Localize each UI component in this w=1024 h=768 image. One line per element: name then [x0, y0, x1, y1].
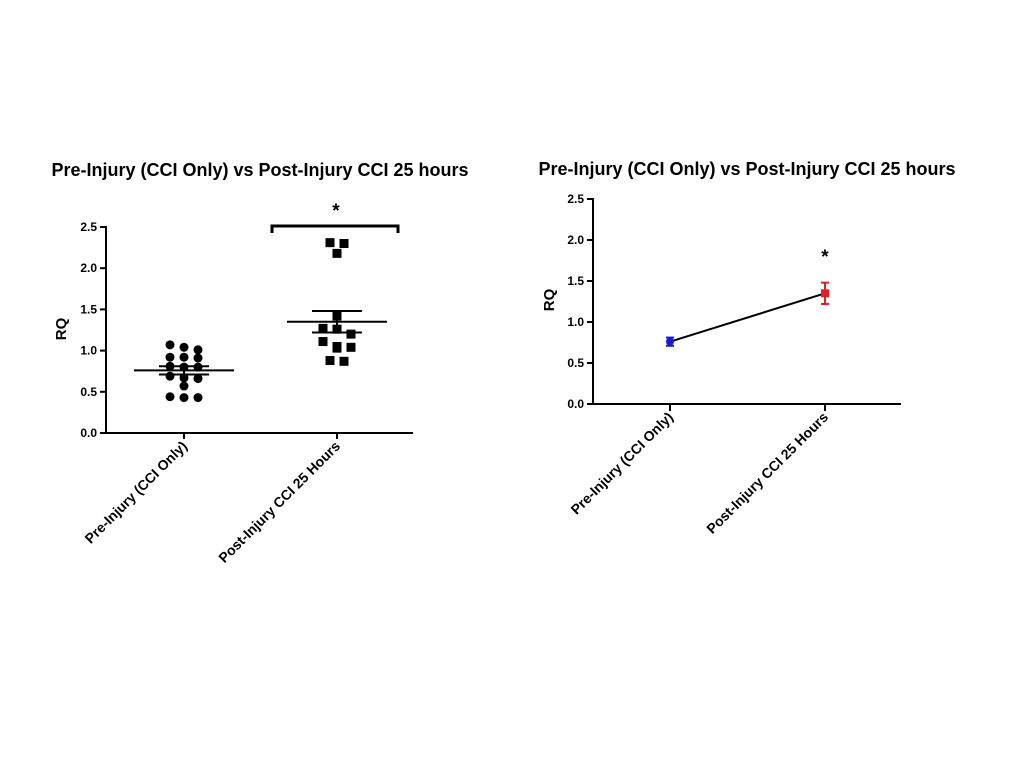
left-y-tick-label: 2.5 [80, 220, 97, 234]
left-data-point-post-injury [332, 343, 342, 353]
left-data-point-post-injury [325, 355, 335, 365]
left-y-tick-label: 1.0 [80, 344, 97, 358]
left-data-point-post-injury [318, 337, 328, 347]
right-y-tick-label: 2.5 [567, 192, 584, 206]
left-data-point-pre-injury [165, 352, 175, 362]
right-significance-star: * [821, 247, 829, 268]
left-y-axis-label: RQ [53, 317, 70, 340]
left-data-point-pre-injury [179, 373, 189, 383]
left-data-point-pre-injury [165, 340, 175, 350]
left-data-point-post-injury [339, 356, 349, 366]
left-category-label-post-injury: Post-Injury CCI 25 Hours [215, 438, 343, 566]
left-y-tick-label: 0.0 [80, 426, 97, 440]
left-data-point-pre-injury [193, 374, 203, 384]
right-chart-title: Pre-Injury (CCI Only) vs Post-Injury CCI… [538, 159, 955, 179]
right-y-tick-label: 1.0 [567, 315, 584, 329]
left-data-point-pre-injury [179, 393, 189, 403]
significance-bracket [270, 224, 400, 233]
right-category-label-pre-injury: Pre-Injury (CCI Only) [567, 409, 676, 518]
right-data-marks [666, 281, 829, 347]
right-y-tick-label: 1.5 [567, 274, 584, 288]
left-data-point-post-injury [332, 248, 342, 258]
left-y-tick-label: 2.0 [80, 261, 97, 275]
left-data-point-post-injury [346, 342, 356, 352]
left-category-label-pre-injury: Pre-Injury (CCI Only) [81, 438, 190, 547]
right-y-ticks: 0.0 0.5 1.0 1.5 2.0 2.5 [567, 192, 593, 411]
left-data-point-post-injury [346, 329, 356, 339]
left-data-point-pre-injury [193, 353, 203, 363]
left-data-point-pre-injury [193, 345, 203, 355]
left-data-marks [134, 238, 387, 403]
right-y-axis-label: RQ [541, 288, 558, 311]
left-y-ticks: 0.0 0.5 1.0 1.5 2.0 2.5 [80, 220, 106, 440]
left-data-point-pre-injury [179, 381, 189, 391]
right-y-tick-label: 0.5 [567, 356, 584, 370]
left-data-point-post-injury [318, 323, 328, 333]
left-data-point-pre-injury [165, 371, 175, 381]
dot-plot-panel: Pre-Injury (CCI Only) vs Post-Injury CCI… [51, 160, 468, 566]
left-data-point-pre-injury [179, 342, 189, 352]
right-y-tick-label: 0.0 [567, 397, 584, 411]
left-data-point-post-injury [339, 238, 349, 248]
mean-line-panel: Pre-Injury (CCI Only) vs Post-Injury CCI… [538, 159, 955, 537]
left-data-point-pre-injury [179, 352, 189, 362]
right-x-ticks [669, 404, 826, 411]
right-connecting-line [669, 292, 826, 343]
right-category-label-post-injury: Post-Injury CCI 25 Hours [703, 409, 831, 537]
left-y-tick-label: 0.5 [80, 385, 97, 399]
left-data-point-pre-injury [193, 393, 203, 403]
right-data-point-post-injury [821, 289, 829, 298]
left-chart-title: Pre-Injury (CCI Only) vs Post-Injury CCI… [51, 160, 468, 180]
significance-bracket-line [270, 224, 400, 233]
right-data-point-pre-injury [666, 337, 674, 346]
left-data-point-post-injury [325, 238, 335, 248]
left-significance-star: * [332, 201, 340, 222]
left-x-ticks [183, 433, 338, 439]
right-y-tick-label: 2.0 [567, 233, 584, 247]
left-data-point-pre-injury [165, 392, 175, 402]
left-y-tick-label: 1.5 [80, 302, 97, 316]
